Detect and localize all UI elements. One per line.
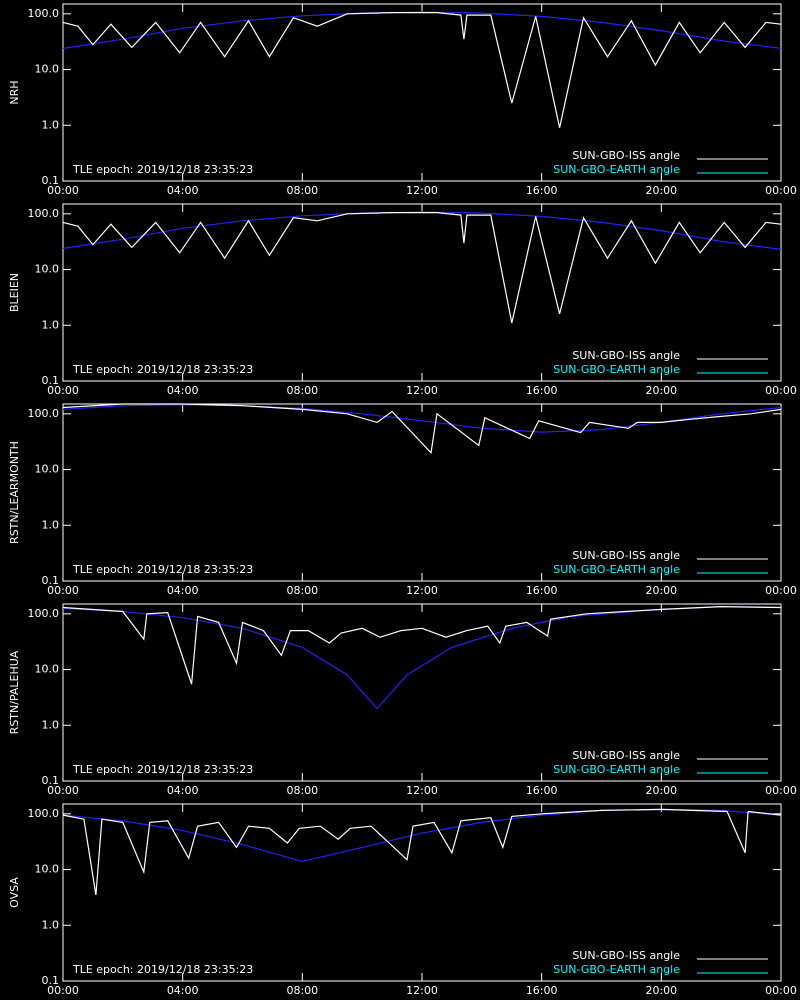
x-tick-label: 20:00 (645, 384, 677, 397)
x-tick-label: 00:00 (765, 384, 797, 397)
series-line (62, 212, 782, 324)
y-tick-label: 10.0 (35, 63, 60, 76)
legend-label: SUN-GBO-EARTH angle (553, 163, 680, 176)
series-line (62, 605, 782, 685)
legend-label: SUN-GBO-ISS angle (572, 749, 680, 762)
x-tick-label: 08:00 (286, 584, 318, 597)
x-tick-label: 08:00 (286, 784, 318, 797)
y-tick-label: 1.0 (42, 718, 60, 731)
y-tick-label: 0.1 (42, 974, 60, 987)
annotation: TLE epoch: 2019/12/18 23:35:23 (72, 363, 253, 376)
x-tick-label: 20:00 (645, 584, 677, 597)
y-tick-label: 100.0 (28, 7, 60, 20)
x-tick-label: 12:00 (406, 184, 438, 197)
y-tick-label: 0.1 (42, 774, 60, 787)
series-line (62, 11, 782, 49)
y-tick-label: 1.0 (42, 318, 60, 331)
y-tick-label: 1.0 (42, 518, 60, 531)
y-tick-label: 1.0 (42, 918, 60, 931)
x-tick-label: 16:00 (526, 784, 558, 797)
legend-label: SUN-GBO-ISS angle (572, 549, 680, 562)
x-tick-label: 08:00 (286, 184, 318, 197)
x-tick-label: 08:00 (286, 984, 318, 997)
y-tick-label: 0.1 (42, 174, 60, 187)
y-axis-label: RSTN/LEARMONTH (8, 441, 21, 544)
y-tick-label: 0.1 (42, 574, 60, 587)
x-tick-label: 04:00 (167, 384, 199, 397)
x-tick-label: 00:00 (765, 184, 797, 197)
y-axis-label: NRH (8, 80, 21, 104)
x-tick-label: 20:00 (645, 784, 677, 797)
y-tick-label: 0.1 (42, 374, 60, 387)
y-tick-label: 10.0 (35, 463, 60, 476)
x-tick-label: 00:00 (765, 984, 797, 997)
legend-label: SUN-GBO-ISS angle (572, 149, 680, 162)
series-line (62, 12, 782, 128)
y-tick-label: 100.0 (28, 807, 60, 820)
annotation: TLE epoch: 2019/12/18 23:35:23 (72, 163, 253, 176)
series-line (62, 808, 782, 863)
x-tick-label: 12:00 (406, 384, 438, 397)
x-tick-label: 04:00 (167, 184, 199, 197)
x-tick-label: 12:00 (406, 584, 438, 597)
x-tick-label: 00:00 (765, 584, 797, 597)
y-tick-label: 1.0 (42, 118, 60, 131)
x-tick-label: 00:00 (47, 584, 79, 597)
legend-label: SUN-GBO-EARTH angle (553, 363, 680, 376)
y-tick-label: 100.0 (28, 407, 60, 420)
y-axis-label: BLEIEN (8, 273, 21, 312)
legend-label: SUN-GBO-EARTH angle (553, 763, 680, 776)
legend-label: SUN-GBO-ISS angle (572, 349, 680, 362)
x-tick-label: 16:00 (526, 584, 558, 597)
x-tick-label: 00:00 (47, 384, 79, 397)
legend-label: SUN-GBO-ISS angle (572, 949, 680, 962)
x-tick-label: 16:00 (526, 984, 558, 997)
x-tick-label: 04:00 (167, 784, 199, 797)
x-tick-label: 12:00 (406, 984, 438, 997)
x-tick-label: 08:00 (286, 384, 318, 397)
x-tick-label: 00:00 (47, 984, 79, 997)
y-tick-label: 10.0 (35, 263, 60, 276)
x-tick-label: 00:00 (47, 184, 79, 197)
x-tick-label: 04:00 (167, 984, 199, 997)
x-tick-label: 16:00 (526, 384, 558, 397)
series-line (62, 403, 782, 455)
annotation: TLE epoch: 2019/12/18 23:35:23 (72, 963, 253, 976)
x-tick-label: 20:00 (645, 984, 677, 997)
x-tick-label: 20:00 (645, 184, 677, 197)
x-tick-label: 00:00 (765, 784, 797, 797)
series-line (62, 808, 782, 896)
series-line (62, 211, 782, 250)
y-tick-label: 10.0 (35, 663, 60, 676)
y-tick-label: 100.0 (28, 207, 60, 220)
annotation: TLE epoch: 2019/12/18 23:35:23 (72, 563, 253, 576)
y-tick-label: 10.0 (35, 863, 60, 876)
x-tick-label: 16:00 (526, 184, 558, 197)
legend-label: SUN-GBO-EARTH angle (553, 563, 680, 576)
y-axis-label: OVSA (8, 877, 21, 908)
legend-label: SUN-GBO-EARTH angle (553, 963, 680, 976)
x-tick-label: 04:00 (167, 584, 199, 597)
x-tick-label: 12:00 (406, 784, 438, 797)
y-axis-label: RSTN/PALEHUA (8, 650, 21, 734)
x-tick-label: 00:00 (47, 784, 79, 797)
y-tick-label: 100.0 (28, 607, 60, 620)
annotation: TLE epoch: 2019/12/18 23:35:23 (72, 763, 253, 776)
